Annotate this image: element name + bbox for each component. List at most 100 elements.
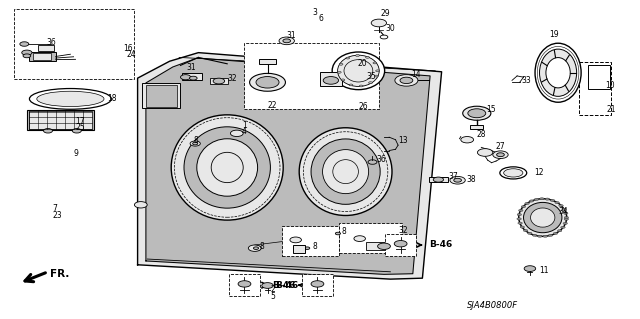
- Circle shape: [395, 75, 418, 86]
- Circle shape: [323, 77, 339, 84]
- Circle shape: [290, 237, 301, 243]
- Bar: [33, 53, 51, 60]
- Circle shape: [333, 231, 343, 236]
- Circle shape: [461, 137, 474, 143]
- Circle shape: [262, 283, 273, 288]
- Circle shape: [521, 205, 525, 208]
- Circle shape: [380, 35, 388, 39]
- Text: 29: 29: [381, 9, 390, 18]
- Text: 18: 18: [108, 94, 117, 103]
- Bar: [244, 43, 379, 109]
- Circle shape: [559, 204, 563, 207]
- Text: 14: 14: [411, 70, 420, 78]
- Text: 36: 36: [46, 38, 56, 47]
- Ellipse shape: [535, 43, 581, 102]
- Ellipse shape: [344, 60, 372, 82]
- Circle shape: [311, 281, 324, 287]
- Circle shape: [497, 153, 504, 157]
- Ellipse shape: [540, 49, 577, 96]
- Text: 20: 20: [357, 59, 367, 68]
- Ellipse shape: [332, 52, 385, 90]
- Text: 34: 34: [558, 207, 568, 216]
- Circle shape: [433, 177, 444, 182]
- Text: 16: 16: [123, 44, 132, 53]
- Bar: [320, 72, 342, 86]
- Text: B-46: B-46: [275, 281, 298, 290]
- Bar: [142, 83, 180, 108]
- Bar: [27, 110, 94, 130]
- Bar: [588, 65, 610, 89]
- Circle shape: [454, 178, 461, 182]
- Circle shape: [371, 19, 387, 27]
- Circle shape: [248, 245, 261, 251]
- Bar: [229, 274, 260, 296]
- Bar: [302, 274, 333, 296]
- Ellipse shape: [323, 150, 369, 194]
- Bar: [579, 62, 611, 115]
- Text: 31: 31: [287, 31, 296, 40]
- Circle shape: [555, 202, 559, 204]
- Ellipse shape: [29, 89, 111, 109]
- Text: 32: 32: [398, 226, 408, 235]
- Text: 8: 8: [193, 137, 198, 145]
- Text: 13: 13: [398, 137, 408, 145]
- Circle shape: [400, 77, 413, 84]
- Ellipse shape: [37, 91, 104, 107]
- Ellipse shape: [338, 55, 380, 86]
- Ellipse shape: [524, 203, 562, 233]
- Circle shape: [557, 230, 562, 232]
- Circle shape: [540, 198, 544, 200]
- Bar: [182, 73, 202, 80]
- Circle shape: [190, 141, 200, 146]
- Circle shape: [305, 247, 310, 249]
- Circle shape: [564, 218, 568, 220]
- Circle shape: [450, 176, 465, 184]
- Circle shape: [349, 84, 353, 86]
- Text: 21: 21: [607, 105, 616, 114]
- Circle shape: [493, 151, 508, 159]
- Circle shape: [538, 235, 542, 237]
- Circle shape: [562, 208, 566, 210]
- Circle shape: [302, 245, 315, 251]
- Bar: [259, 59, 276, 64]
- Circle shape: [20, 42, 29, 46]
- Circle shape: [543, 235, 547, 237]
- Bar: [14, 9, 134, 79]
- Ellipse shape: [184, 127, 270, 208]
- Text: 1: 1: [242, 121, 246, 130]
- Text: 11: 11: [539, 266, 548, 275]
- Circle shape: [563, 222, 568, 225]
- Circle shape: [230, 130, 243, 137]
- Circle shape: [44, 129, 52, 133]
- Text: 8: 8: [259, 242, 264, 251]
- Text: 3: 3: [312, 8, 317, 17]
- Ellipse shape: [197, 139, 257, 196]
- Ellipse shape: [300, 128, 392, 216]
- Ellipse shape: [504, 169, 523, 177]
- Circle shape: [463, 106, 491, 120]
- Text: 25: 25: [76, 123, 85, 132]
- Circle shape: [189, 76, 197, 80]
- Circle shape: [180, 75, 191, 80]
- Text: B-46: B-46: [273, 281, 296, 290]
- Text: 10: 10: [605, 81, 614, 90]
- Circle shape: [341, 79, 345, 81]
- Bar: [385, 234, 416, 256]
- Circle shape: [250, 73, 285, 91]
- Text: 38: 38: [466, 175, 476, 184]
- Circle shape: [524, 266, 536, 271]
- Ellipse shape: [333, 160, 358, 184]
- Circle shape: [339, 63, 343, 65]
- Circle shape: [346, 57, 349, 59]
- Circle shape: [283, 39, 291, 43]
- Bar: [351, 70, 365, 77]
- Circle shape: [527, 232, 532, 234]
- Circle shape: [365, 56, 369, 58]
- Circle shape: [279, 37, 294, 45]
- Circle shape: [335, 232, 340, 235]
- Bar: [429, 177, 448, 182]
- Bar: [282, 226, 339, 256]
- Circle shape: [253, 247, 259, 249]
- Text: 9: 9: [74, 149, 79, 158]
- Circle shape: [532, 234, 537, 236]
